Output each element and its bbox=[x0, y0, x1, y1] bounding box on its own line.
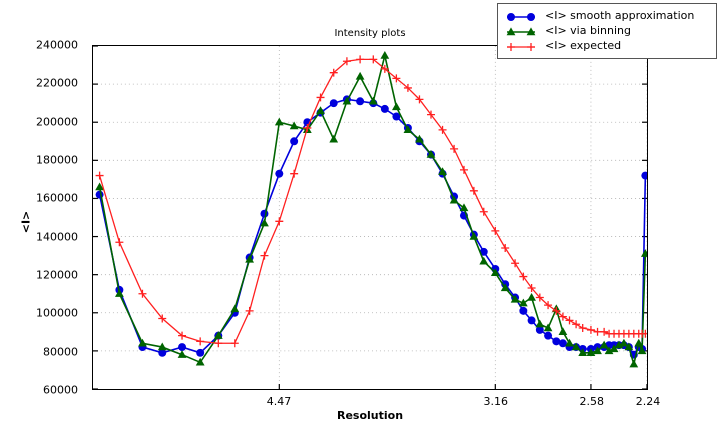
x-tick-label: 4.47 bbox=[266, 395, 292, 408]
legend-label: <I> expected bbox=[545, 39, 622, 52]
y-tick-label: 60000 bbox=[43, 383, 78, 397]
y-tick-label: 180000 bbox=[36, 153, 78, 167]
x-axis-tick-labels: 4.47 3.16 2.58 2.24 bbox=[92, 393, 661, 411]
data-series-layer bbox=[95, 50, 647, 368]
y-axis-title: <I> bbox=[19, 210, 33, 234]
legend-item[interactable]: <I> expected bbox=[504, 38, 710, 53]
y-tick-label: 220000 bbox=[36, 76, 78, 90]
legend-marker-plus-icon bbox=[504, 39, 538, 53]
legend-item[interactable]: <I> via binning bbox=[504, 23, 710, 38]
y-axis-tick-labels: 60000 80000 100000 120000 140000 160000 180000… bbox=[0, 39, 86, 397]
y-tick-label: 80000 bbox=[43, 345, 78, 359]
legend-label: <I> via binning bbox=[545, 24, 631, 37]
y-tick-label: 240000 bbox=[36, 38, 78, 52]
plot-area bbox=[92, 45, 648, 390]
legend-marker-circle-icon bbox=[504, 9, 538, 23]
x-tick-label: 2.24 bbox=[635, 395, 661, 408]
x-axis-title: Resolution bbox=[336, 409, 404, 422]
series-circle bbox=[95, 95, 647, 359]
y-tick-label: 200000 bbox=[36, 115, 78, 129]
y-tick-label: 100000 bbox=[36, 306, 78, 320]
series-triangle bbox=[95, 50, 647, 368]
y-tick-label: 140000 bbox=[36, 230, 78, 244]
chart-title: Intensity plots bbox=[334, 28, 406, 39]
y-tick-label: 160000 bbox=[36, 191, 78, 205]
series-plus bbox=[95, 55, 647, 348]
legend-marker-triangle-icon bbox=[504, 24, 538, 38]
legend-item[interactable]: <I> smooth approximation bbox=[504, 8, 710, 23]
x-tick-label: 3.16 bbox=[483, 395, 509, 408]
x-tick-label: 2.58 bbox=[579, 395, 604, 408]
y-tick-label: 120000 bbox=[36, 268, 78, 282]
chart-legend: <I> smooth approximation <I> via binning <… bbox=[497, 3, 717, 59]
legend-label: <I> smooth approximation bbox=[545, 9, 695, 22]
